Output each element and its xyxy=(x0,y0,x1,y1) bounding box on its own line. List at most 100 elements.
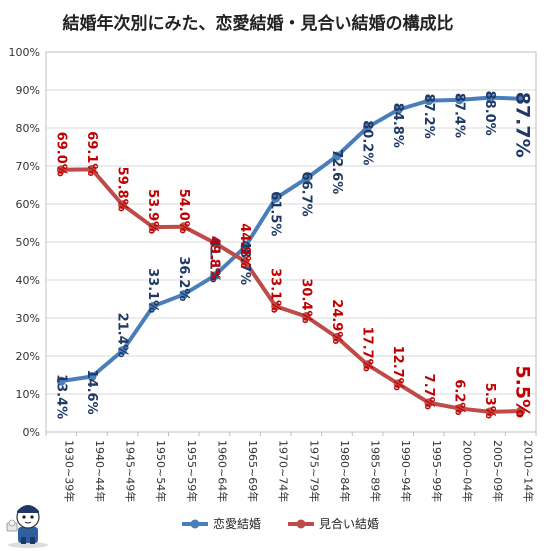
data-label: 69.0% xyxy=(53,132,68,177)
legend: 恋愛結婚 見合い結婚 xyxy=(182,516,379,531)
legend-marker xyxy=(190,519,200,529)
data-label: 5.5% xyxy=(512,365,534,418)
data-label: 72.6% xyxy=(329,149,344,194)
gridlines xyxy=(45,51,537,433)
data-point xyxy=(363,360,373,370)
series-lines xyxy=(56,93,526,417)
data-label: 61.5% xyxy=(268,191,283,236)
data-point xyxy=(271,193,281,203)
data-point xyxy=(454,95,464,105)
data-label: 7.7% xyxy=(421,374,436,410)
data-label: 17.7% xyxy=(360,327,375,372)
x-axis: 1930~39年 1940~44年 1945~49年 1950~54年 1955~59年… xyxy=(45,432,537,502)
data-point xyxy=(393,105,403,115)
data-label: 14.6% xyxy=(84,370,99,415)
data-label: 33.1% xyxy=(268,268,283,313)
data-label: 88.0% xyxy=(482,91,497,136)
y-tick-label: 70% xyxy=(16,160,40,173)
data-label: 24.9% xyxy=(329,299,344,344)
legend-label: 見合い結婚 xyxy=(319,516,379,531)
data-point xyxy=(485,407,495,417)
data-point xyxy=(209,238,219,248)
data-point xyxy=(118,346,128,356)
data-point xyxy=(332,332,342,342)
data-point xyxy=(516,406,526,416)
data-label: 53.9% xyxy=(145,189,160,234)
x-tick-label: 1960~64年 xyxy=(215,440,229,502)
data-point xyxy=(240,256,250,266)
x-tick-label: 1985~89年 xyxy=(369,440,383,502)
data-label: 69.1% xyxy=(84,131,99,176)
x-tick-label: 1930~39年 xyxy=(62,440,76,502)
data-point xyxy=(271,301,281,311)
x-tick-label: 1965~69年 xyxy=(246,440,260,502)
data-point xyxy=(454,403,464,413)
data-label: 41.1% xyxy=(206,238,221,283)
y-tick-label: 30% xyxy=(16,312,40,325)
data-label: 84.8% xyxy=(390,103,405,148)
data-label: 44.9% xyxy=(237,223,252,268)
data-point xyxy=(56,165,66,175)
x-tick-label: 2005~09年 xyxy=(491,440,505,502)
data-label: 59.8% xyxy=(115,167,130,212)
data-label: 87.7% xyxy=(512,92,534,158)
data-point xyxy=(516,94,526,104)
data-point xyxy=(87,372,97,382)
data-point xyxy=(424,96,434,106)
data-label: 48.7% xyxy=(237,240,252,285)
data-point xyxy=(424,398,434,408)
data-label: 36.2% xyxy=(176,256,191,301)
data-label: 80.2% xyxy=(360,120,375,165)
x-tick-label: 1980~84年 xyxy=(338,440,352,502)
x-tick-label: 2000~04年 xyxy=(460,440,474,502)
data-label: 66.7% xyxy=(298,172,313,217)
data-point xyxy=(363,122,373,132)
x-tick-label: 1940~44年 xyxy=(93,440,107,502)
y-tick-label: 50% xyxy=(16,236,40,249)
x-tick-label: 1955~59年 xyxy=(185,440,199,502)
data-label: 21.4% xyxy=(115,313,130,358)
data-point xyxy=(393,379,403,389)
mascot-icon xyxy=(6,505,48,548)
chart-title: 結婚年次別にみた、恋愛結婚・見合い結婚の構成比 xyxy=(63,13,454,34)
data-label: 30.4% xyxy=(298,278,313,323)
data-label: 12.7% xyxy=(390,346,405,391)
y-tick-label: 80% xyxy=(16,122,40,135)
y-tick-label: 20% xyxy=(16,350,40,363)
y-tick-label: 60% xyxy=(16,198,40,211)
data-label: 6.2% xyxy=(451,379,466,415)
y-tick-label: 10% xyxy=(16,388,40,401)
x-tick-label: 1970~74年 xyxy=(277,440,291,502)
data-point xyxy=(301,174,311,184)
data-label: 33.1% xyxy=(145,268,160,313)
data-label: 54.0% xyxy=(176,189,191,234)
series-line-1 xyxy=(59,95,523,384)
x-tick-label: 1995~99年 xyxy=(430,440,444,502)
data-label: 87.2% xyxy=(421,94,436,139)
data-point xyxy=(179,289,189,299)
data-label: 13.4% xyxy=(53,374,68,419)
legend-marker xyxy=(296,519,306,529)
data-point xyxy=(240,242,250,252)
data-point xyxy=(485,93,495,103)
data-point xyxy=(179,222,189,232)
x-tick-label: 1990~94年 xyxy=(399,440,413,502)
x-tick-label: 2010~14年 xyxy=(522,440,536,502)
x-tick-label: 1945~49年 xyxy=(124,440,138,502)
y-tick-label: 100% xyxy=(9,46,40,59)
data-point xyxy=(332,151,342,161)
data-label: 87.4% xyxy=(451,93,466,138)
y-tick-label: 0% xyxy=(23,426,40,439)
y-tick-label: 40% xyxy=(16,274,40,287)
data-point xyxy=(301,311,311,321)
data-point xyxy=(148,222,158,232)
x-tick-label: 1950~54年 xyxy=(154,440,168,502)
data-labels: 13.4% 14.6% 21.4% 33.1% 36.2% 41.1% 48.7% 61.5%… xyxy=(53,91,533,420)
data-point xyxy=(118,200,128,210)
data-point xyxy=(56,376,66,386)
data-point xyxy=(209,271,219,281)
series-line-2 xyxy=(59,167,523,414)
data-label: 49.8% xyxy=(206,236,221,281)
data-point xyxy=(148,301,158,311)
